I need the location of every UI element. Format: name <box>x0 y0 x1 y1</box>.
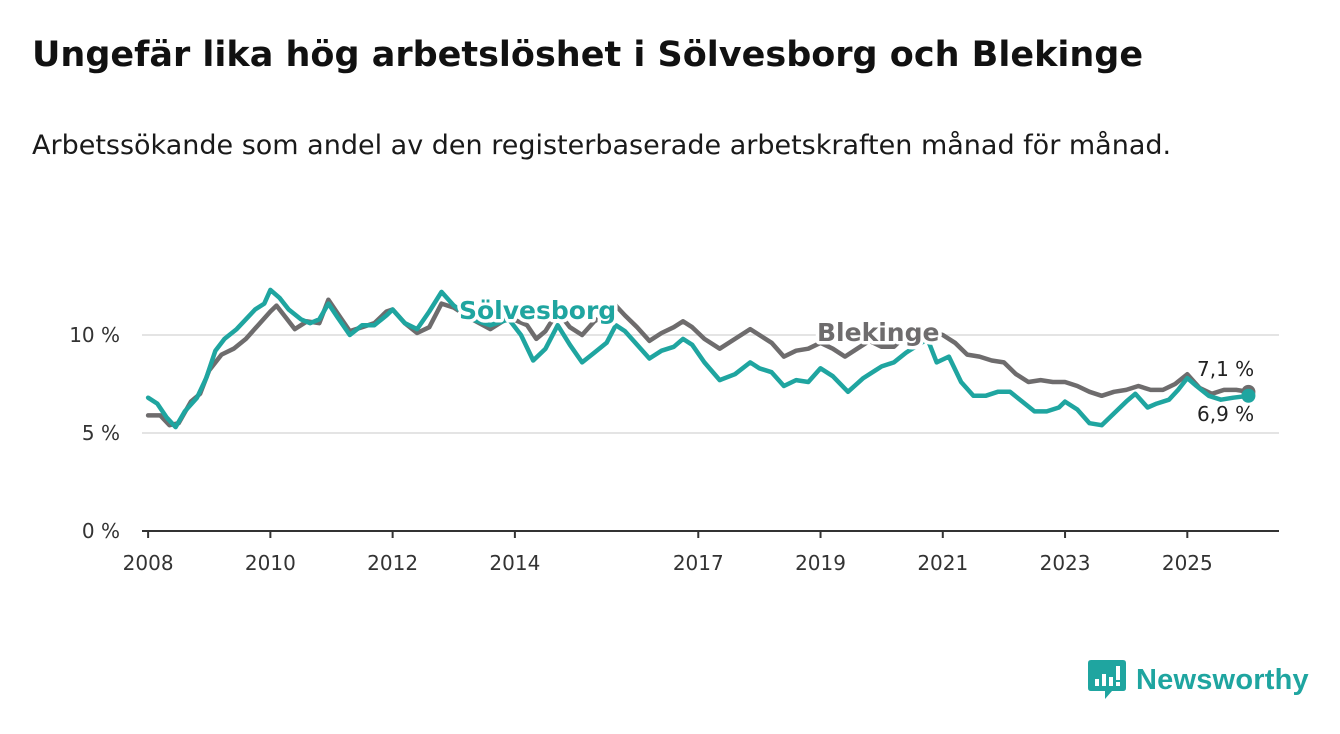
x-tick-label: 2014 <box>489 551 540 575</box>
x-tick-label: 2008 <box>123 551 174 575</box>
brand-name: Newsworthy <box>1136 663 1309 696</box>
chart-title: Ungefär lika hög arbetslöshet i Sölvesbo… <box>32 35 1144 75</box>
x-tick-label: 2023 <box>1040 551 1091 575</box>
end-label-solvesborg: 6,9 % <box>1197 402 1254 426</box>
series-line-solvesborg <box>145 287 1251 430</box>
x-tick-label: 2019 <box>795 551 846 575</box>
end-point-solvesborg <box>1241 388 1256 403</box>
x-tick-label: 2025 <box>1162 551 1213 575</box>
end-label-blekinge: 7,1 % <box>1197 357 1254 381</box>
y-tick-label: 0 % <box>82 519 120 543</box>
x-tick-label: 2021 <box>917 551 968 575</box>
y-tick-label: 5 % <box>82 421 120 445</box>
x-tick-label: 2010 <box>245 551 296 575</box>
newsworthy-logo-icon <box>1088 660 1126 699</box>
series-label-blekinge: Blekinge <box>817 318 939 347</box>
x-tick-label: 2012 <box>367 551 418 575</box>
newsworthy-logo[interactable]: Newsworthy <box>1088 660 1309 700</box>
x-tick-label: 2017 <box>673 551 724 575</box>
y-tick-label: 10 % <box>69 323 120 347</box>
series-label-solvesborg: Sölvesborg <box>459 296 616 325</box>
chart-subtitle: Arbetssökande som andel av den registerb… <box>32 130 1172 161</box>
series-line-blekinge <box>145 297 1251 428</box>
